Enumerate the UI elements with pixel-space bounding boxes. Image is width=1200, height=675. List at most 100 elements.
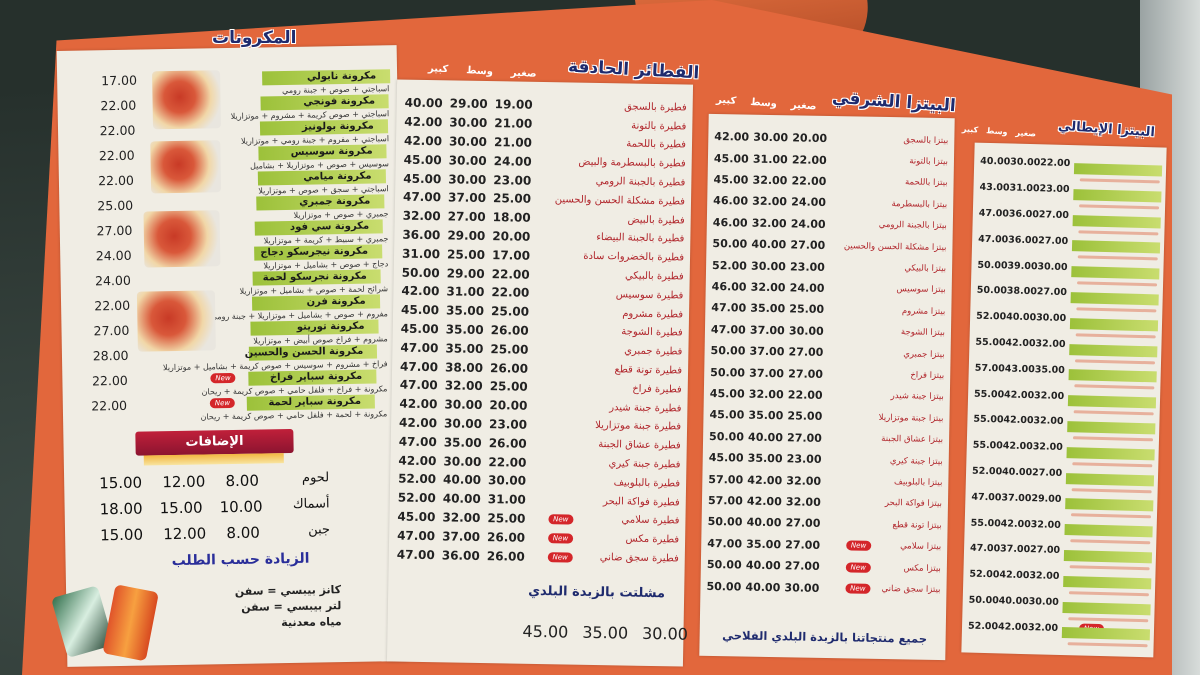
addition-row: 15.00 12.00 8.00 لحوم <box>99 470 329 492</box>
price-large: 55.00 <box>973 414 1004 426</box>
price-medium: 30.00 <box>443 453 482 469</box>
italian-item-bar <box>1062 601 1151 615</box>
feteer-item-name: فطيرة بالجبنة البيضاء <box>596 232 685 245</box>
sharqi-item-name: بيتزا عشاق الجبنة <box>881 434 944 446</box>
drink-item: مياه معدنية <box>281 615 342 630</box>
size-header: وسط <box>749 96 778 110</box>
pasta-item-name: مكرونة جمبري <box>256 194 385 211</box>
new-badge: New <box>210 372 236 384</box>
price-large: 46.00 <box>712 215 748 230</box>
price-large: 55.00 <box>973 388 1005 401</box>
price-medium: 29.00 <box>446 265 485 281</box>
price-small: 26.00 <box>488 435 527 451</box>
pasta-item-name: مكرونة نابولي <box>262 69 391 86</box>
sharqi-item-name: بيتزا مكس <box>903 563 941 574</box>
price-large: 45.00 <box>400 321 439 337</box>
price-medium: 42.00 <box>997 621 1029 633</box>
price-small: 27.00 <box>785 538 821 552</box>
price-large: 45.00 <box>403 171 442 186</box>
pasta-item-label: مكرونة بولونيز <box>301 120 374 133</box>
addition-price: 15.00 <box>159 498 203 518</box>
price-small: 27.00 <box>788 345 824 360</box>
price-large: 47.00 <box>971 491 1002 504</box>
addition-price: 18.00 <box>99 499 143 519</box>
price-medium: 30.00 <box>448 171 487 187</box>
price-medium: 40.00 <box>745 580 781 594</box>
feteer-item-name: فطيرة مكس <box>625 533 680 546</box>
price-small: 27.00 <box>784 559 820 574</box>
pasta-item-label: مكرونة نابولي <box>306 70 377 83</box>
italian-item-bar <box>1071 266 1160 280</box>
price-small: 18.00 <box>492 210 531 226</box>
pasta-price: 22.00 <box>94 297 131 314</box>
price-small: 27.00 <box>785 516 821 531</box>
sharqi-item-name: بيتزا سجق ضاني <box>881 584 941 596</box>
price-small: 25.00 <box>487 511 526 526</box>
price-medium: 35.00 <box>748 409 784 423</box>
feteer-item-name: فطيرة بالتونة <box>631 120 687 133</box>
price-medium: 30.00 <box>443 416 483 431</box>
price-medium: 35.00 <box>746 537 782 552</box>
price-small: 24.00 <box>789 281 825 295</box>
price-small: 32.00 <box>1027 621 1059 634</box>
sharqi-item-name: بيتزا مشكلة الحسن والحسين <box>843 240 947 253</box>
italian-item-bar <box>1069 343 1158 358</box>
price-medium: 43.00 <box>1004 363 1035 376</box>
price-small: 27.00 <box>1038 209 1070 222</box>
price-medium: 32.00 <box>751 216 787 231</box>
price-large: 45.00 <box>713 172 749 187</box>
price-large: 52.00 <box>971 465 1003 478</box>
pasta-item-name: مكرونة نيجرسكو دجاج <box>253 244 383 261</box>
price-small: 21.00 <box>494 116 533 132</box>
price-medium: 35.00 <box>445 303 485 319</box>
price-large: 40.00 <box>404 95 443 111</box>
price-medium: 35.00 <box>750 302 786 316</box>
price-large: 47.00 <box>711 301 747 315</box>
feteer-item-name: فطيرة جبنة شيدر <box>609 401 682 415</box>
sharqi-item-name: بيتزا الشوجة <box>900 327 946 339</box>
price-small: 22.00 <box>791 174 827 188</box>
pasta-item-name: مكرونة نجرسكو لحمة <box>252 269 381 286</box>
italian-item-bar <box>1066 446 1155 461</box>
price-medium: 37.00 <box>447 190 487 206</box>
price-large: 47.00 <box>969 542 1001 555</box>
new-badge: New <box>548 514 574 525</box>
pasta-price: 28.00 <box>92 347 129 364</box>
price-small: 32.00 <box>786 473 822 488</box>
drink-item: لتر بيبسي = سفن <box>241 599 342 614</box>
size-header: صغير <box>510 67 537 80</box>
price-large: 52.00 <box>397 490 436 506</box>
price-medium: 32.00 <box>748 387 784 402</box>
italian-item-bar <box>1070 292 1159 306</box>
price-medium: 30.00 <box>753 130 789 145</box>
price-large: 45.00 <box>708 451 744 465</box>
size-header: وسط <box>465 65 494 78</box>
price-small: 24.00 <box>493 153 532 169</box>
price-large: 45.00 <box>713 151 749 166</box>
sharqi-row: 50.00 40.00 30.00 بيتزا سجق ضاني New <box>700 575 946 601</box>
sharqi-item-name: بيتزا بالسجق <box>903 134 949 146</box>
price-large: 45.00 <box>709 408 745 422</box>
price-medium: 42.00 <box>747 473 783 487</box>
price-large: 47.00 <box>396 547 435 562</box>
price-large: 50.00 <box>976 285 1008 297</box>
pasta-price: 22.00 <box>91 397 128 414</box>
price-small: 30.00 <box>1028 596 1059 608</box>
price-large: 45.00 <box>400 302 440 318</box>
price-small: 27.00 <box>1038 235 1069 247</box>
italian-item-bar <box>1067 395 1157 409</box>
additions-header-shadow <box>143 453 284 466</box>
pasta-item-label: مكرونة فرن <box>306 295 366 308</box>
new-badge: New <box>845 583 871 594</box>
feteer-item-name: فطيرة باللحمة <box>626 138 687 151</box>
feteer-panel: 40.00 29.00 19.00 فطيرة بالسجق 42.00 30.00 21.… <box>386 79 694 667</box>
addition-price: 12.00 <box>162 472 206 492</box>
price-large: 32.00 <box>402 208 441 224</box>
price-small: 24.00 <box>791 195 827 210</box>
pasta-title: المكرونات <box>212 28 297 48</box>
addition-row: 15.00 12.00 8.00 جبن <box>100 522 330 544</box>
price-large: 52.00 <box>711 258 748 273</box>
price-large: 47.00 <box>397 528 436 543</box>
pasta-item-name: مكرونة فونجي <box>260 94 390 111</box>
price-medium: 42.00 <box>1005 337 1036 350</box>
